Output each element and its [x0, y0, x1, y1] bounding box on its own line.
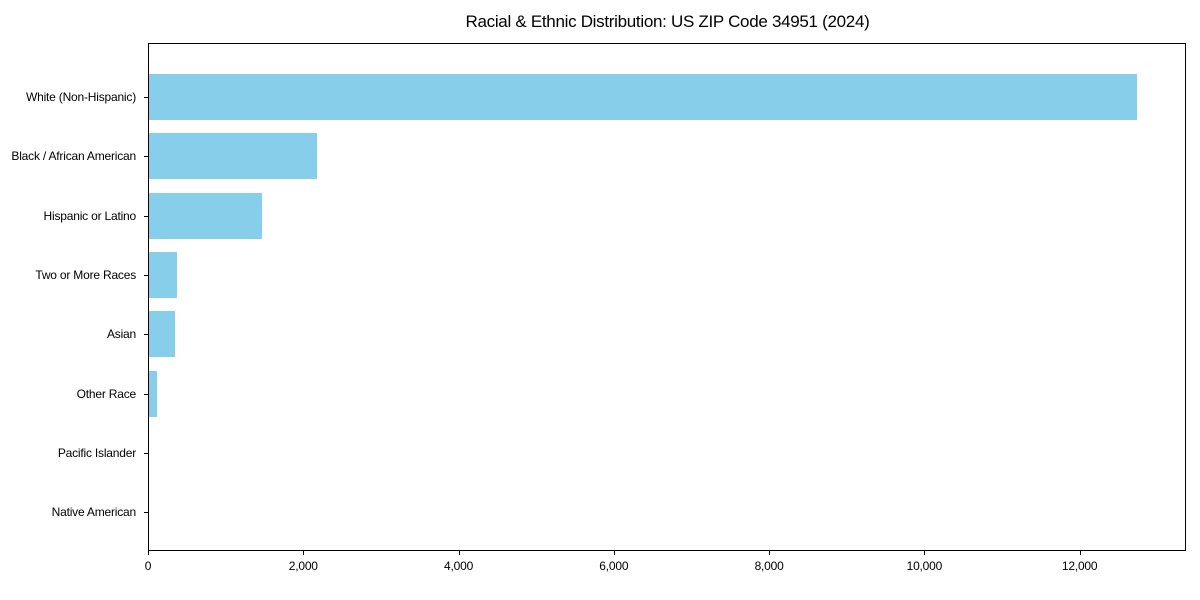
x-tick-label: 2,000	[288, 559, 318, 573]
bar-other-race	[149, 370, 157, 417]
x-tick-mark	[924, 551, 926, 555]
y-tick-label: Other Race	[76, 386, 137, 401]
x-tick-mark	[1079, 551, 1081, 555]
x-tick-label: 0	[144, 559, 152, 573]
y-tick-mark	[144, 97, 148, 98]
bar-black-african-american	[149, 133, 318, 180]
y-tick-label: Hispanic or Latino	[43, 208, 137, 223]
bar-white-non-hispanic	[149, 74, 1137, 120]
y-tick-mark	[144, 156, 148, 158]
y-tick-mark	[144, 215, 148, 217]
y-tick-mark	[144, 334, 148, 336]
y-tick-mark	[144, 512, 148, 514]
bar-two-or-more-races	[149, 251, 177, 298]
chart-title: Racial & Ethnic Distribution: US ZIP Cod…	[465, 12, 870, 31]
y-tick-label: Black / African American	[11, 149, 136, 164]
bar-asian	[149, 311, 175, 358]
x-tick-mark	[303, 551, 305, 555]
x-tick-label: 8,000	[754, 559, 784, 573]
x-tick-mark	[458, 551, 460, 555]
x-tick-mark	[613, 551, 615, 555]
y-tick-label: Pacific Islander	[57, 445, 136, 460]
x-tick-mark	[769, 551, 771, 555]
y-tick-label: Two or More Races	[35, 267, 136, 282]
x-tick-label: 12,000	[1061, 559, 1098, 573]
y-tick-label: Native American	[51, 505, 137, 520]
y-tick-label: Asian	[106, 327, 136, 342]
y-tick-label: White (Non-Hispanic)	[25, 90, 136, 104]
x-tick-label: 6,000	[599, 559, 629, 573]
bar-hispanic-or-latino	[149, 192, 263, 239]
y-tick-mark	[144, 393, 148, 395]
x-tick-label: 10,000	[906, 559, 943, 573]
y-tick-mark	[144, 274, 148, 276]
x-tick-mark	[148, 551, 149, 555]
plot-area	[148, 43, 1186, 551]
x-tick-label: 4,000	[444, 559, 474, 573]
y-tick-mark	[144, 452, 148, 454]
